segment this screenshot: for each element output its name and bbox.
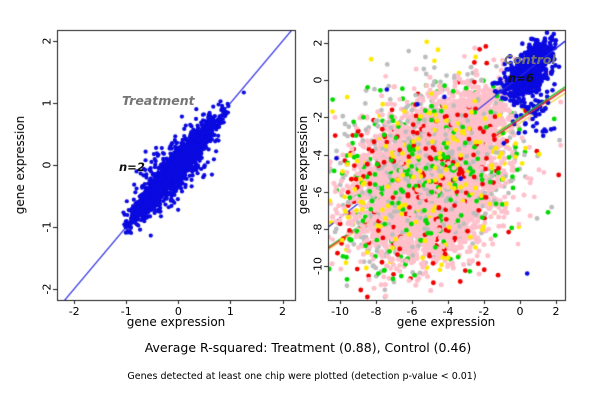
left-y-axis-label: gene expression (13, 115, 27, 215)
y-tick-label: 2 (40, 37, 54, 45)
y-tick-label: -8 (311, 223, 325, 235)
y-tick-label: -10 (311, 257, 325, 275)
control-annotation: Control (504, 52, 556, 67)
y-tick-label: -6 (311, 186, 325, 198)
x-tick-label: -8 (370, 305, 382, 318)
y-tick-label: 1 (40, 99, 54, 107)
x-tick-label: 0 (174, 305, 182, 318)
y-tick-label: 2 (311, 39, 325, 47)
y-tick-label: -1 (40, 221, 54, 233)
y-tick-label: -4 (311, 149, 325, 160)
x-tick-label: -1 (120, 305, 132, 318)
left-x-axis-label: gene expression (126, 315, 226, 329)
x-tick-label: -10 (331, 305, 350, 318)
y-tick-label: -2 (40, 283, 54, 295)
right-x-axis-label: gene expression (396, 315, 496, 329)
x-tick-label: 2 (552, 305, 560, 318)
x-tick-label: 1 (226, 305, 234, 318)
x-tick-label: -2 (68, 305, 80, 318)
x-tick-label: 0 (516, 305, 524, 318)
y-tick-label: -2 (311, 111, 325, 123)
x-tick-label: -2 (478, 305, 490, 318)
x-tick-label: -4 (442, 305, 454, 318)
detection-note-caption: Genes detected at least one chip were pl… (127, 371, 477, 382)
x-tick-label: -6 (406, 305, 418, 318)
right-y-axis-label: gene expression (296, 115, 310, 215)
y-tick-label: 0 (40, 161, 54, 169)
control-n-annotation: n=6 (508, 71, 534, 85)
y-tick-label: 0 (311, 76, 325, 84)
treatment-annotation: Treatment (122, 93, 195, 108)
x-tick-label: 2 (279, 305, 286, 318)
treatment-n-annotation: n=2 (119, 160, 145, 174)
r-squared-caption: Average R-squared: Treatment (0.88), Con… (144, 340, 472, 355)
